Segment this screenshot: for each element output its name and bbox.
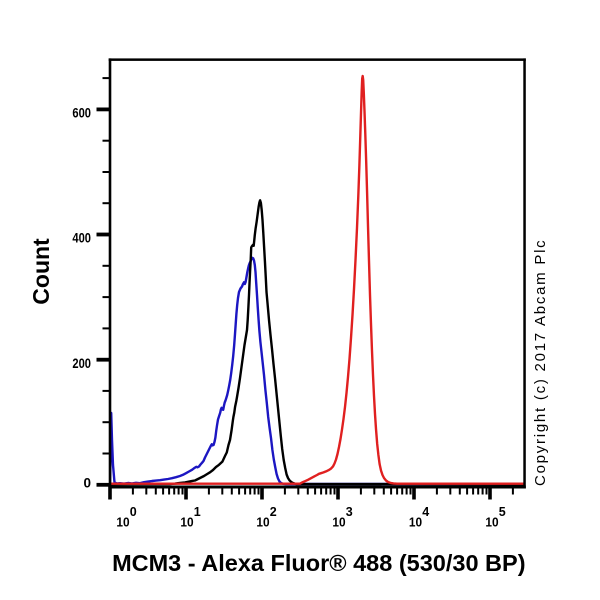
svg-text:Copyright (c) 2017 Abcam Plc: Copyright (c) 2017 Abcam Plc [532, 239, 549, 486]
svg-text:10: 10 [116, 516, 129, 530]
svg-text:0: 0 [83, 476, 91, 491]
svg-text:0: 0 [130, 505, 137, 519]
svg-text:400: 400 [72, 231, 91, 246]
svg-text:600: 600 [72, 106, 91, 121]
svg-text:3: 3 [346, 505, 353, 519]
svg-text:10: 10 [256, 516, 269, 530]
svg-text:5: 5 [499, 505, 506, 519]
svg-text:1: 1 [194, 505, 201, 519]
svg-text:2: 2 [270, 505, 277, 519]
svg-text:10: 10 [485, 516, 498, 530]
svg-text:10: 10 [409, 516, 422, 530]
svg-text:MCM3 - Alexa Fluor® 488 (530/3: MCM3 - Alexa Fluor® 488 (530/30 BP) [112, 550, 525, 576]
svg-text:Count: Count [28, 238, 54, 305]
svg-text:4: 4 [422, 505, 429, 519]
svg-text:10: 10 [332, 516, 345, 530]
svg-text:10: 10 [180, 516, 193, 530]
svg-text:200: 200 [72, 356, 91, 371]
